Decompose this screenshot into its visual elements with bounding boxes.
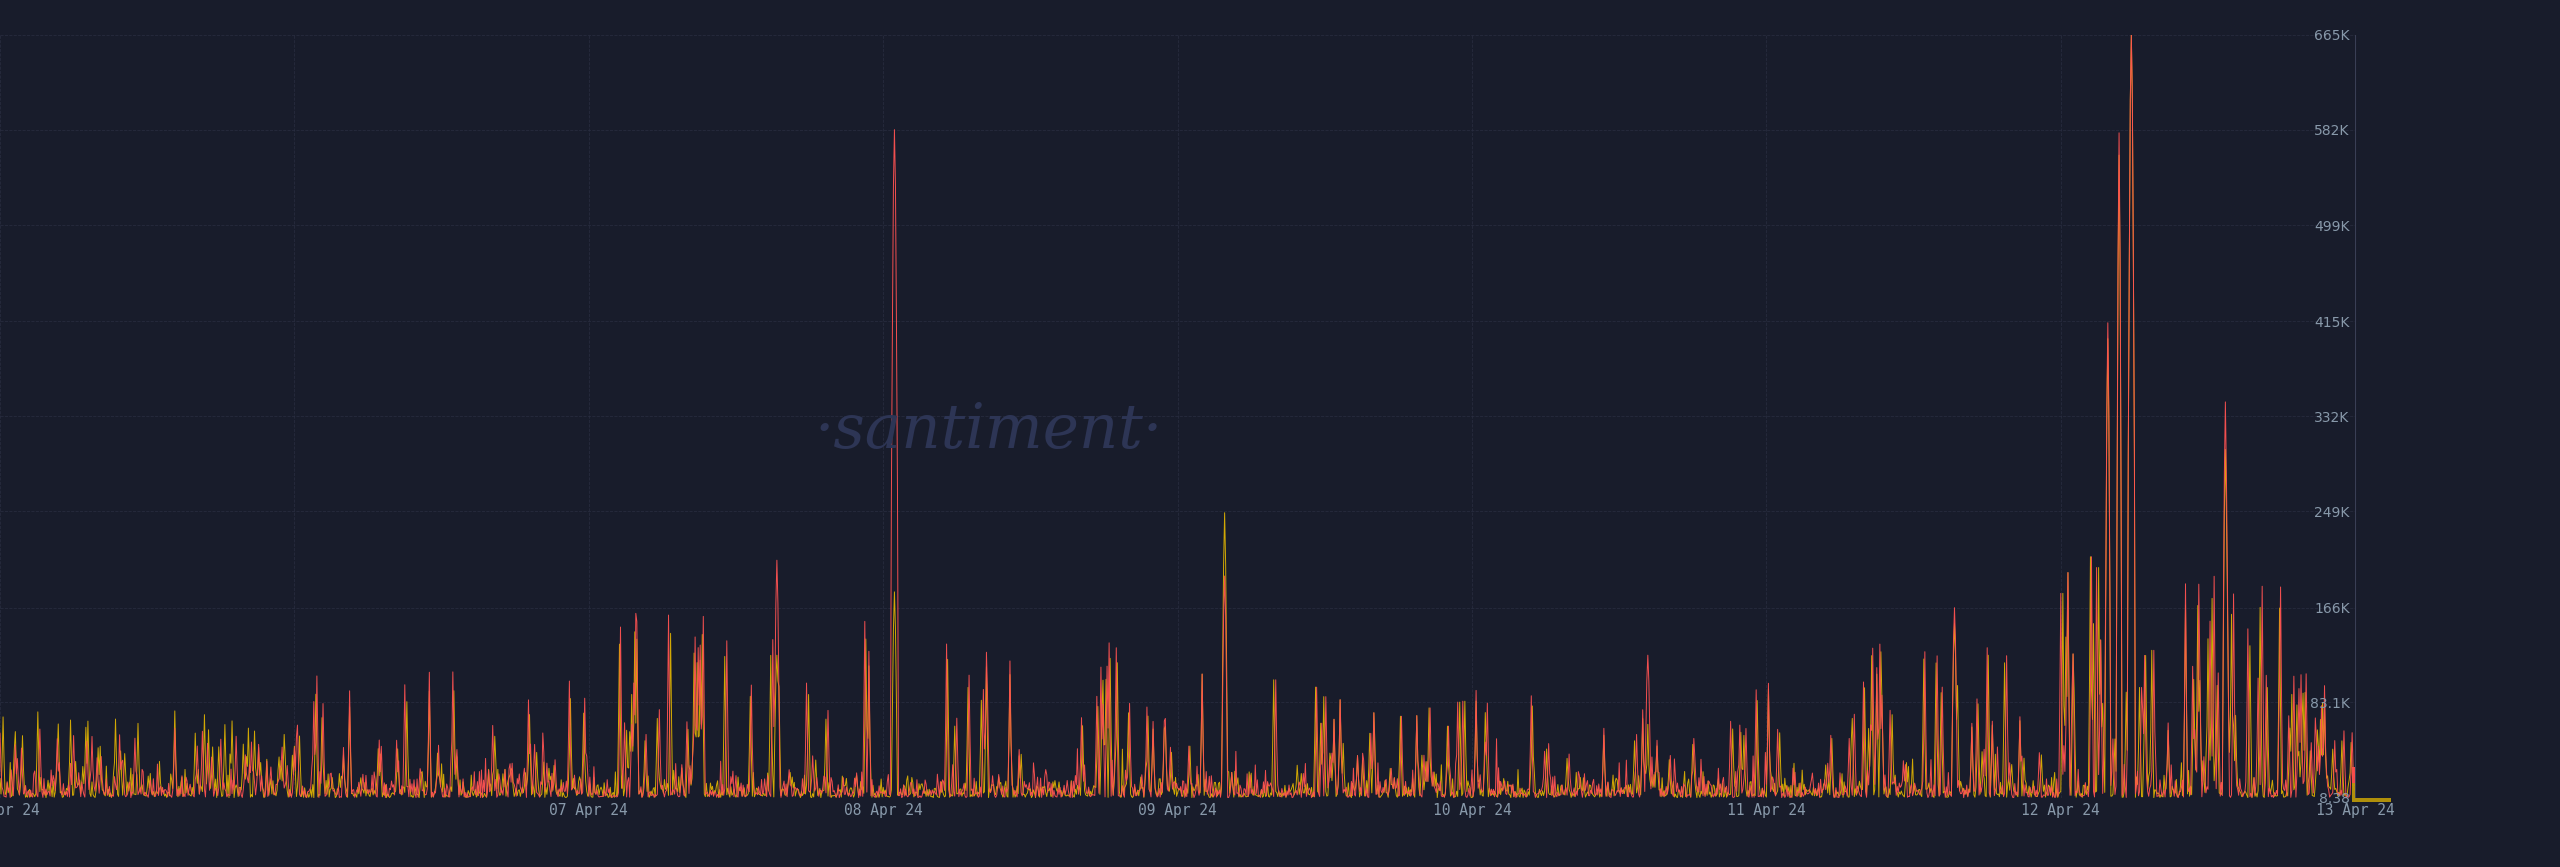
Text: 4685: 4685: [2355, 786, 2388, 799]
Legend: Exchange Inflow (LINK), Exchange Outflow (LINK): Exchange Inflow (LINK), Exchange Outflow…: [824, 861, 1295, 867]
Text: 13.6K: 13.6K: [2355, 770, 2394, 783]
Text: ·santiment·: ·santiment·: [814, 401, 1162, 461]
